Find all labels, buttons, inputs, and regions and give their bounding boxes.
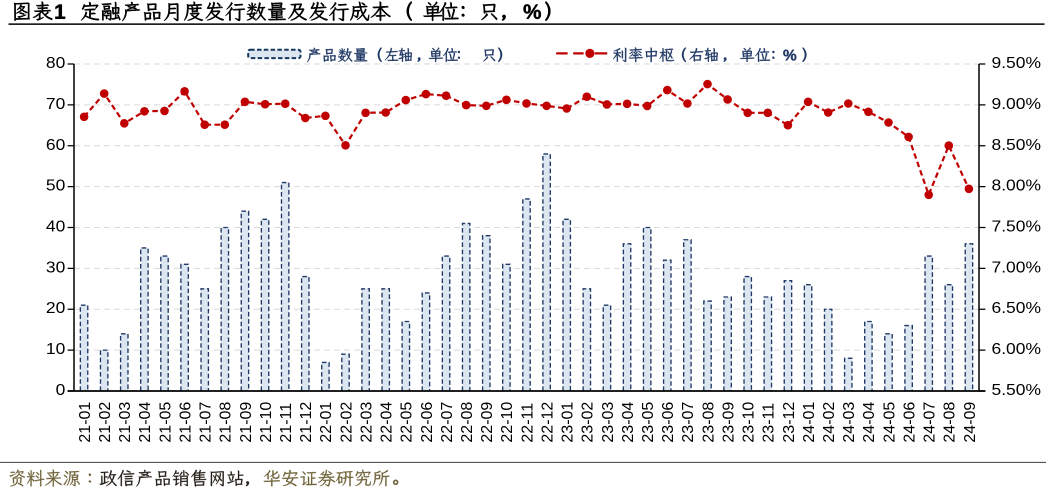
svg-text:24-05: 24-05	[881, 402, 898, 443]
svg-text:23-07: 23-07	[680, 402, 697, 443]
svg-text:9.00%: 9.00%	[992, 95, 1042, 113]
svg-text:22-06: 22-06	[419, 402, 436, 443]
svg-text:9.50%: 9.50%	[992, 54, 1042, 72]
svg-text:10: 10	[46, 340, 65, 358]
svg-text:30: 30	[46, 258, 65, 276]
svg-text:24-07: 24-07	[922, 402, 939, 443]
svg-text:21-08: 21-08	[218, 402, 235, 443]
svg-text:22-10: 22-10	[499, 402, 516, 443]
svg-text:70: 70	[46, 95, 65, 113]
svg-text:24-02: 24-02	[821, 402, 838, 443]
svg-text:20: 20	[46, 299, 65, 317]
svg-text:22-11: 22-11	[519, 403, 536, 443]
svg-text:22-04: 22-04	[379, 402, 396, 443]
svg-text:22-02: 22-02	[338, 402, 355, 443]
svg-text:21-01: 21-01	[77, 402, 94, 443]
svg-text:21-03: 21-03	[117, 402, 134, 443]
svg-text:22-09: 22-09	[479, 402, 496, 443]
svg-text:50: 50	[46, 176, 65, 194]
svg-text:80: 80	[46, 54, 65, 72]
svg-text:23-12: 23-12	[781, 402, 798, 443]
svg-text:23-11: 23-11	[761, 403, 778, 443]
svg-text:24-09: 24-09	[962, 402, 979, 443]
svg-text:21-02: 21-02	[97, 402, 114, 443]
svg-text:24-01: 24-01	[801, 402, 818, 443]
svg-text:8.00%: 8.00%	[992, 176, 1042, 194]
svg-text:21-12: 21-12	[298, 402, 315, 443]
svg-text:7.00%: 7.00%	[992, 258, 1042, 276]
svg-text:6.00%: 6.00%	[992, 340, 1042, 358]
svg-text:23-10: 23-10	[741, 402, 758, 443]
svg-text:23-02: 23-02	[580, 402, 597, 443]
svg-text:24-08: 24-08	[942, 402, 959, 443]
svg-text:24-03: 24-03	[841, 402, 858, 443]
svg-text:21-09: 21-09	[238, 402, 255, 443]
svg-text:21-06: 21-06	[177, 402, 194, 443]
svg-text:5.50%: 5.50%	[992, 381, 1042, 399]
svg-text:24-06: 24-06	[901, 402, 918, 443]
svg-text:23-04: 23-04	[620, 402, 637, 443]
svg-text:0: 0	[56, 381, 66, 399]
svg-text:22-01: 22-01	[318, 402, 335, 443]
svg-text:21-07: 21-07	[198, 402, 215, 443]
svg-text:23-03: 23-03	[600, 402, 617, 443]
svg-text:23-05: 23-05	[640, 402, 657, 443]
svg-text:23-09: 23-09	[720, 402, 737, 443]
svg-text:21-05: 21-05	[157, 402, 174, 443]
svg-text:22-05: 22-05	[399, 402, 416, 443]
svg-text:22-03: 22-03	[358, 402, 375, 443]
svg-text:21-11: 21-11	[278, 403, 295, 443]
svg-text:23-01: 23-01	[560, 402, 577, 443]
svg-text:22-08: 22-08	[459, 402, 476, 443]
svg-text:60: 60	[46, 136, 65, 154]
svg-text:22-07: 22-07	[439, 402, 456, 443]
svg-text:7.50%: 7.50%	[992, 217, 1042, 235]
svg-text:40: 40	[46, 217, 65, 235]
svg-text:21-10: 21-10	[258, 402, 275, 443]
svg-text:22-12: 22-12	[539, 402, 556, 443]
svg-text:8.50%: 8.50%	[992, 136, 1042, 154]
svg-text:24-04: 24-04	[861, 402, 878, 443]
svg-text:6.50%: 6.50%	[992, 299, 1042, 317]
svg-text:23-06: 23-06	[660, 402, 677, 443]
svg-text:21-04: 21-04	[137, 402, 154, 443]
svg-text:23-08: 23-08	[700, 402, 717, 443]
